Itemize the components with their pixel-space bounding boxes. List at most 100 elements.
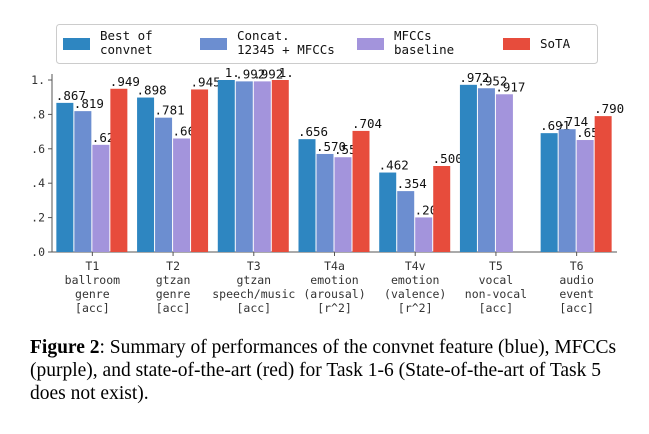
bar-value-label: .867 <box>56 88 86 103</box>
legend-label-line: MFCCs <box>394 28 432 43</box>
x-tick-label-line: vocal <box>479 273 514 287</box>
x-tick-label-line: speech/music <box>212 287 295 301</box>
legend-box <box>56 24 598 64</box>
bar-value-label: .781 <box>155 103 185 118</box>
legend-label: MFCCs baseline <box>394 28 454 57</box>
bar <box>433 166 451 252</box>
x-tick-label-line: genre <box>156 287 191 301</box>
bar-value-label: .462 <box>379 158 409 173</box>
x-tick-label-line: T1 <box>85 259 99 273</box>
bar-value-label: .714 <box>558 114 588 129</box>
bar <box>74 111 92 252</box>
bar-value-label: 1. <box>225 65 240 80</box>
x-tick-label-line: [acc] <box>236 301 271 315</box>
bar <box>110 88 128 252</box>
bar <box>173 138 191 252</box>
x-tick-label-line: T5 <box>489 259 503 273</box>
y-tick-label: .2 <box>31 211 45 225</box>
bar-value-label: .952 <box>477 73 507 88</box>
x-tick-label-line: emotion <box>391 273 439 287</box>
legend-label-line: Concat. <box>237 28 290 43</box>
x-tick-label-line: (arousal) <box>303 287 365 301</box>
bar-value-label: .992 <box>235 66 265 81</box>
x-tick-label-line: gtzan <box>236 273 271 287</box>
bar <box>137 97 155 252</box>
bar-value-label: .656 <box>298 124 328 139</box>
bar-value-label: .570 <box>316 139 346 154</box>
legend-label: Concat. 12345 + MFCCs <box>237 28 335 57</box>
x-tick-label: T4v emotion (valence) [r^2] <box>384 259 446 315</box>
legend-label-line: Best of <box>100 28 153 43</box>
bar-value-label: .819 <box>74 96 104 111</box>
legend-swatch <box>357 38 384 50</box>
y-tick-label: .0 <box>31 245 45 259</box>
x-tick-label-line: emotion <box>310 273 358 287</box>
bar <box>191 89 209 253</box>
bar <box>298 139 316 252</box>
bar-value-label: .354 <box>397 176 427 191</box>
bar <box>495 94 513 252</box>
x-tick-label: T4a emotion (arousal) [r^2] <box>303 259 365 315</box>
bar <box>316 153 334 252</box>
figure-caption: Figure 2: Summary of performances of the… <box>30 336 630 405</box>
bar <box>594 116 612 253</box>
y-tick-label: .8 <box>31 107 45 121</box>
bar <box>558 129 576 252</box>
bar <box>92 144 110 252</box>
y-tick-label: .4 <box>31 176 45 190</box>
legend-swatch <box>200 38 227 50</box>
x-tick-label-line: genre <box>75 287 110 301</box>
x-tick-label-line: T6 <box>570 259 584 273</box>
x-tick-label: T2 gtzan genre [acc] <box>156 259 191 315</box>
x-tick-label-line: event <box>559 287 594 301</box>
caption-label: Figure 2 <box>30 337 100 358</box>
legend-label-line: convnet <box>100 42 153 57</box>
x-tick-label: T1 ballroom genre [acc] <box>65 259 120 315</box>
legend-swatch <box>503 38 530 50</box>
bar-value-label: .898 <box>137 83 167 98</box>
bar-value-label: .704 <box>352 116 382 131</box>
bar <box>540 133 558 252</box>
bar <box>155 117 173 252</box>
legend-label-line: baseline <box>394 42 454 57</box>
x-tick-label-line: non-vocal <box>465 287 527 301</box>
legend-label: SoTA <box>540 36 571 51</box>
bar <box>397 191 415 252</box>
x-tick-label-line: [r^2] <box>398 301 433 315</box>
y-tick-label: 1. <box>31 73 45 87</box>
caption-text: : Summary of performances of the convnet… <box>30 337 617 404</box>
bar <box>352 130 370 252</box>
bar <box>235 81 253 252</box>
x-tick-label-line: [acc] <box>479 301 514 315</box>
x-tick-label: T6 audio event [acc] <box>559 259 594 315</box>
bar <box>379 172 397 252</box>
bar-value-label: 1. <box>279 65 294 80</box>
bar <box>415 217 433 252</box>
chart-legend: Best of convnet Concat. 12345 + MFCCs MFCCs b… <box>56 24 598 64</box>
legend-swatch <box>63 38 90 50</box>
x-tick-label-line: ballroom <box>65 273 120 287</box>
x-tick-label-line: T4v <box>405 259 426 273</box>
x-tick-label-line: T2 <box>166 259 180 273</box>
x-tick-label-line: [acc] <box>156 301 191 315</box>
x-tick-label-line: T4a <box>324 259 345 273</box>
x-tick-label-line: [acc] <box>75 301 110 315</box>
x-tick-label-line: [r^2] <box>317 301 352 315</box>
bar <box>477 88 495 252</box>
x-tick-label-line: audio <box>559 273 594 287</box>
bar-value-label: .945 <box>191 74 221 89</box>
legend-label-line: SoTA <box>540 36 571 51</box>
bar <box>217 80 235 252</box>
legend-label: Best of convnet <box>100 28 153 57</box>
x-tick-label-line: [acc] <box>559 301 594 315</box>
bar <box>253 81 271 252</box>
bar-value-label: .992 <box>253 66 283 81</box>
y-tick-label: .6 <box>31 142 45 156</box>
x-tick-label-line: gtzan <box>156 273 191 287</box>
bar <box>271 80 289 252</box>
x-tick-label: T5 vocal non-vocal [acc] <box>465 259 527 315</box>
bar-value-label: .972 <box>459 70 489 85</box>
bar-value-label: .790 <box>594 101 624 116</box>
